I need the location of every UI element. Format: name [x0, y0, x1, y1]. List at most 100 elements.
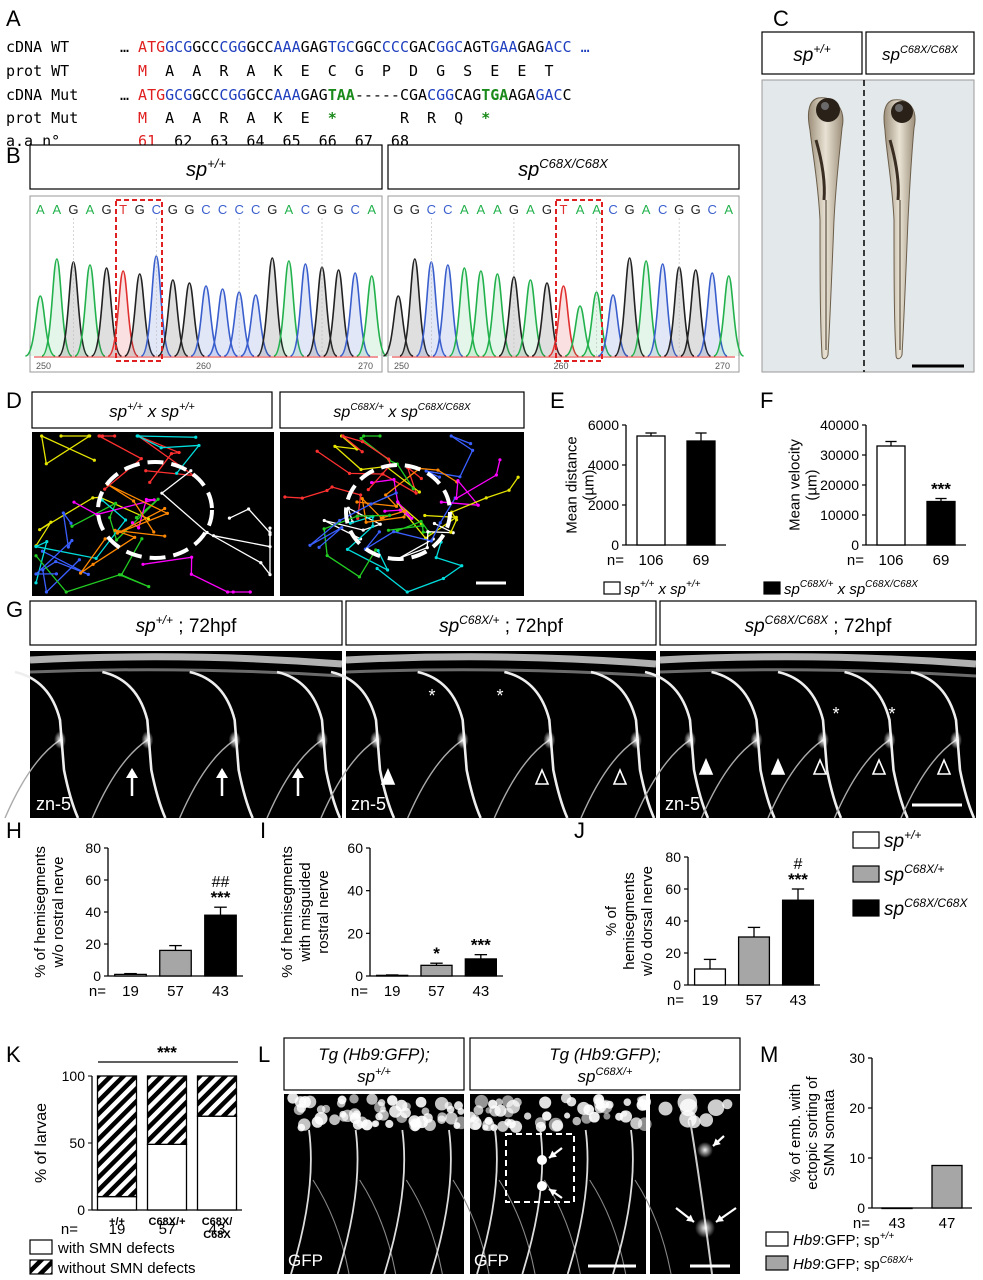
legend-hij-swatch [852, 899, 880, 917]
track-point [360, 496, 364, 501]
track-line [35, 496, 149, 547]
branch-point [370, 731, 382, 749]
misguided-nerve-arrowhead [380, 767, 396, 785]
sequence-row-2: … ATGGCGGCCCGGGCCAAAGAGTAA-----CGACGGCAG… [120, 86, 572, 104]
panel-c-larvae: sp+/+ spC68X/C68X [761, 31, 975, 373]
y-tick-label: 0 [93, 968, 101, 984]
track-point [396, 500, 400, 504]
y-tick-label: 50 [69, 1135, 85, 1151]
gfp-cell [630, 1117, 643, 1130]
base-call: G [68, 202, 78, 217]
track-point [54, 572, 59, 576]
y-axis-label: rostral nerve [315, 870, 332, 953]
motor-axon [644, 670, 710, 819]
track-point [268, 531, 272, 535]
track-point [40, 549, 45, 553]
gfp-cell [619, 1110, 633, 1123]
track-point [454, 496, 458, 500]
legend-m-label: Hb9:GFP; sp+/+ [793, 1231, 894, 1249]
track-point [456, 479, 460, 483]
panel-letter-d: D [6, 388, 22, 413]
track-point [402, 515, 406, 519]
track-point [436, 468, 440, 472]
track-point [516, 475, 520, 479]
base-call: C [658, 202, 667, 217]
ventral-branch [407, 739, 464, 819]
y-tick-label: 4000 [588, 457, 619, 473]
panel-g-title-box-3 [659, 600, 977, 646]
title-base: sp [745, 616, 765, 637]
y-tick-label: 60 [347, 840, 363, 856]
sequence-segment: CCC [382, 38, 409, 56]
gfp-cell [539, 1096, 552, 1109]
sequence-segment: CGA [400, 86, 427, 104]
track-point [347, 471, 352, 476]
panel-b-left-title-box [29, 144, 383, 190]
bar [926, 500, 956, 546]
track-point [402, 509, 406, 513]
sequence-segment: GCG [165, 38, 192, 56]
gfp-axon [383, 1129, 406, 1275]
track-point [340, 525, 344, 530]
significance-marker: * [433, 944, 440, 963]
track-point [40, 434, 44, 438]
track-point [268, 572, 272, 577]
gfp-cell-zoom [722, 1099, 733, 1110]
significance-marker: *** [931, 480, 951, 499]
arrow-head [549, 1189, 557, 1197]
gfp-cell [375, 1112, 383, 1121]
track-point [317, 545, 321, 549]
y-tick-label: 0 [355, 968, 363, 984]
n-label: n= [607, 552, 624, 569]
title-part: C68X/+ [350, 402, 384, 413]
arrow-head [713, 1138, 721, 1146]
y-tick-label: 10000 [820, 507, 859, 523]
y-tick-label: 40 [665, 913, 681, 929]
n-label: n= [847, 552, 864, 569]
track-point [498, 458, 502, 462]
y-tick-label: 100 [62, 1068, 86, 1084]
arrow-head [126, 768, 138, 778]
panel-g-title-3: spC68X/C68X ; 72hpf [745, 613, 893, 637]
gfp-cell [349, 1094, 359, 1104]
title-part: +/+ [686, 579, 701, 590]
gfp-axon-branch [359, 1179, 397, 1275]
zn5-image-2 [346, 651, 656, 818]
track-point [34, 581, 38, 585]
sequence-segment: * [328, 109, 337, 127]
stain-label-l1: GFP [288, 1251, 323, 1270]
gfp-cell [415, 1115, 429, 1129]
track-point [144, 469, 148, 473]
panel-d-left-title: sp+/+ x sp+/+ [109, 401, 195, 421]
arrow-head [686, 1214, 694, 1222]
sequence-segment: GGC [355, 38, 382, 56]
branch-point [316, 731, 328, 749]
track-point [410, 516, 414, 520]
dorsal-nerve-missing-star: * [832, 704, 839, 724]
gfp-cell [437, 1112, 447, 1122]
track-point [175, 471, 179, 475]
n-value: 19 [109, 1221, 126, 1238]
sequence-segment: AAA [274, 86, 301, 104]
gfp-cell-zoom [677, 1092, 698, 1113]
panel-d-left-title-box [31, 391, 273, 429]
sequence-segment: AGT [463, 38, 490, 56]
track-point [163, 534, 167, 538]
gfp-axon-branch [452, 1179, 490, 1275]
n-value: 69 [933, 552, 950, 569]
title-part: sp [333, 404, 350, 421]
significance-marker: *** [471, 936, 491, 955]
track-point [113, 528, 117, 532]
sequence-segment: CGG [427, 86, 454, 104]
sequence-segment: TGC [328, 38, 355, 56]
y-tick-label: 30000 [820, 447, 859, 463]
dorsal-nerve-missing-star: * [428, 686, 435, 706]
base-call: G [625, 202, 635, 217]
panel-f-chart: 0 10000 20000 30000 40000 Mean velocity (µm) n=… [787, 417, 966, 569]
track-point [283, 495, 287, 499]
gfp-cell [636, 1099, 649, 1111]
track-point [163, 506, 167, 511]
missing-nerve-arrowhead [871, 757, 887, 775]
sequence-segment: … [120, 86, 129, 104]
track-point [49, 520, 53, 524]
